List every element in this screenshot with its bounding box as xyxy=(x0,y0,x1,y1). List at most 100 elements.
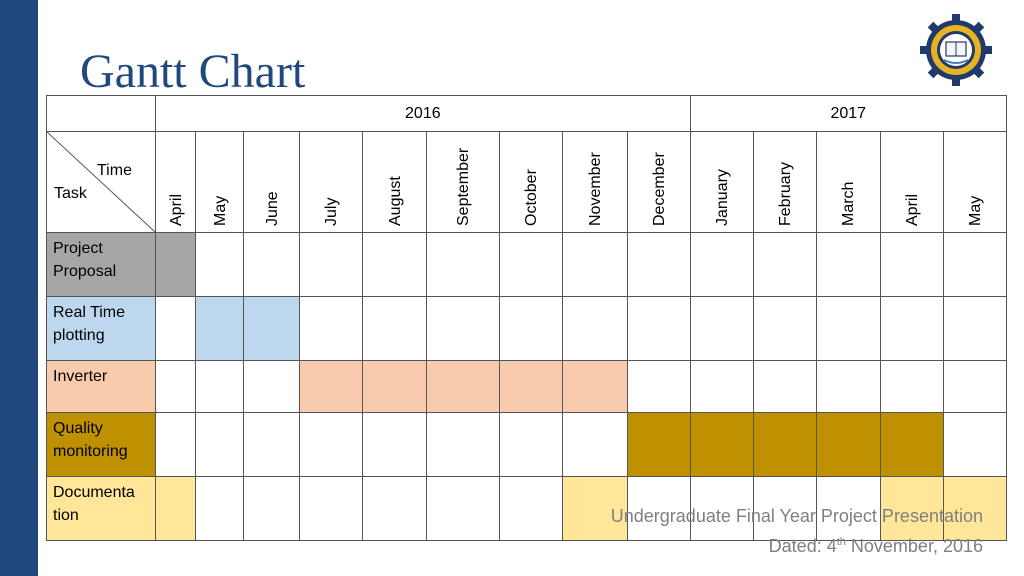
empty-cell xyxy=(815,232,881,297)
task-bar-cell xyxy=(195,296,245,361)
month-label: March xyxy=(840,181,858,226)
task-bar-cell xyxy=(626,412,691,477)
diagonal-divider xyxy=(47,132,155,232)
empty-cell xyxy=(689,360,754,413)
month-label: September xyxy=(455,147,473,226)
empty-cell xyxy=(879,232,944,297)
month-label: December xyxy=(650,152,668,226)
empty-cell xyxy=(942,412,1008,477)
task-bar-cell xyxy=(562,476,628,541)
task-name: Inverter xyxy=(45,360,157,413)
empty-cell xyxy=(362,476,428,541)
month-header: April xyxy=(155,131,197,233)
month-label: February xyxy=(776,161,794,226)
month-header: January xyxy=(689,131,754,233)
footer-date-sup: th xyxy=(836,536,846,548)
empty-cell xyxy=(815,476,881,541)
corner-cell: Time Task xyxy=(45,131,157,233)
task-name: Project Proposal xyxy=(45,232,157,297)
empty-cell xyxy=(499,476,564,541)
empty-cell xyxy=(362,412,428,477)
empty-cell xyxy=(752,296,817,361)
empty-cell xyxy=(879,360,944,413)
empty-cell xyxy=(752,232,817,297)
empty-cell xyxy=(942,296,1008,361)
task-row: Project Proposal xyxy=(45,232,1008,297)
empty-cell xyxy=(626,476,691,541)
empty-cell xyxy=(499,232,564,297)
month-header: March xyxy=(815,131,881,233)
empty-cell xyxy=(299,296,364,361)
empty-cell xyxy=(243,476,301,541)
month-label: January xyxy=(713,169,731,226)
empty-cell xyxy=(299,476,364,541)
month-label: May xyxy=(966,195,984,226)
empty-cell xyxy=(562,296,628,361)
empty-cell xyxy=(562,412,628,477)
empty-cell xyxy=(299,412,364,477)
month-header: May xyxy=(195,131,245,233)
empty-cell xyxy=(155,360,197,413)
task-bar-cell xyxy=(155,476,197,541)
task-row: Real Time plotting xyxy=(45,296,1008,361)
task-bar-cell xyxy=(942,476,1008,541)
task-name: Quality monitoring xyxy=(45,412,157,477)
empty-cell xyxy=(942,360,1008,413)
corner-time-label: Time xyxy=(97,162,132,179)
empty-cell xyxy=(815,360,881,413)
footer: Undergraduate Final Year Project Present… xyxy=(611,503,983,559)
month-label: July xyxy=(323,197,341,226)
footer-date-prefix: Dated: 4 xyxy=(768,536,837,556)
month-label: May xyxy=(211,195,229,226)
month-header: October xyxy=(499,131,564,233)
month-header: November xyxy=(562,131,628,233)
month-header: July xyxy=(299,131,364,233)
month-label: June xyxy=(263,191,281,226)
empty-cell xyxy=(562,232,628,297)
corner-task-label: Task xyxy=(54,185,87,202)
empty-cell xyxy=(626,232,691,297)
empty-cell xyxy=(195,360,245,413)
month-header: December xyxy=(626,131,691,233)
task-bar-cell xyxy=(879,412,944,477)
empty-cell xyxy=(942,232,1008,297)
month-header: September xyxy=(426,131,501,233)
task-name: Documenta tion xyxy=(45,476,157,541)
month-label: October xyxy=(523,169,541,226)
task-bar-cell xyxy=(689,412,754,477)
month-header: May xyxy=(942,131,1008,233)
task-bar-cell xyxy=(426,360,501,413)
year-header: 2017 xyxy=(689,95,1008,132)
empty-cell xyxy=(426,476,501,541)
empty-cell xyxy=(299,232,364,297)
footer-subtitle: Undergraduate Final Year Project Present… xyxy=(610,506,983,526)
empty-cell xyxy=(155,412,197,477)
empty-cell xyxy=(195,476,245,541)
left-accent-bar xyxy=(0,0,38,576)
month-label: April xyxy=(903,193,921,226)
page-title: Gantt Chart xyxy=(80,45,306,98)
task-row: Quality monitoring xyxy=(45,412,1008,477)
empty-cell xyxy=(626,296,691,361)
empty-cell xyxy=(243,412,301,477)
empty-cell xyxy=(195,412,245,477)
task-bar-cell xyxy=(562,360,628,413)
task-bar-cell xyxy=(752,412,817,477)
empty-cell xyxy=(243,232,301,297)
task-row: Documenta tion xyxy=(45,476,1008,541)
empty-cell xyxy=(689,296,754,361)
year-row-blank xyxy=(45,95,157,132)
month-header: February xyxy=(752,131,817,233)
empty-cell xyxy=(426,232,501,297)
empty-cell xyxy=(499,296,564,361)
year-row: 2016 2017 xyxy=(45,95,1008,132)
month-header: June xyxy=(243,131,301,233)
task-bar-cell xyxy=(499,360,564,413)
task-bar-cell xyxy=(299,360,364,413)
task-bar-cell xyxy=(879,476,944,541)
empty-cell xyxy=(752,476,817,541)
task-bar-cell xyxy=(155,232,197,297)
empty-cell xyxy=(243,360,301,413)
empty-cell xyxy=(689,232,754,297)
month-label: November xyxy=(586,152,604,226)
